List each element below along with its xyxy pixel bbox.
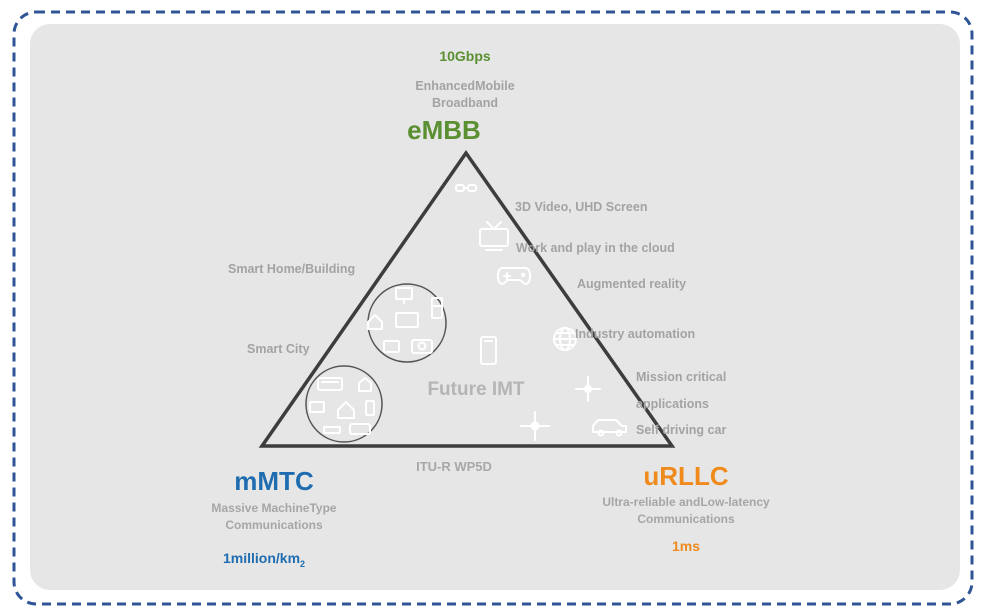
embb-rate: 10Gbps [439,48,491,64]
globe-icon [553,327,577,351]
tower-icon [365,400,375,416]
label-self-driving: Self driving car [636,423,727,437]
signal-icon [309,401,325,413]
mmtc-desc-line2: Communications [225,518,323,532]
car-icon [592,419,627,437]
urllc-title: uRLLC [643,461,729,491]
label-smart-home: Smart Home/Building [228,262,356,276]
label-industry-automation: Industry automation [575,327,696,341]
tv-small-icon [383,340,400,353]
vr-glasses-icon [455,184,477,192]
bus-icon [323,423,371,435]
embb-desc-line2: Broadband [432,96,498,110]
house-icon [367,314,383,330]
drone-icon-2 [520,411,550,441]
mmtc-title: mMTC [234,466,314,496]
mmtc-density-value: 1million/km [223,550,301,566]
monitor-icon [395,287,413,304]
capability-triangle [258,149,676,448]
itu-label: ITU-R WP5D [416,459,492,474]
smartphone-icon [480,336,497,365]
mmtc-desc-line1: Massive MachineType [211,501,337,515]
truck-icon [317,377,343,391]
camera-icon [411,339,433,354]
background-panel [30,24,960,590]
screen-icon [395,312,419,328]
fridge-icon [431,297,443,319]
tv-icon [479,221,509,251]
label-3d-video: 3D Video, UHD Screen [515,200,648,214]
embb-title: eMBB [407,115,481,145]
dashed-frame [12,10,974,606]
embb-desc-line1: EnhancedMobile [415,79,515,93]
mmtc-density-unit-sub: 2 [300,558,306,569]
gamepad-icon [497,267,531,285]
house-icon-2 [337,401,355,419]
future-imt-label: Future IMT [427,379,525,400]
label-augmented-reality: Augmented reality [577,277,687,291]
label-cloud: Work and play in the cloud [516,241,675,255]
urllc-desc-line1: Ultra-reliable andLow-latency [602,495,770,509]
label-mission-critical-2: applications [636,397,709,411]
urllc-latency: 1ms [671,538,701,554]
drone-icon [575,376,601,402]
label-mission-critical-1: Mission critical [636,370,727,384]
mmtc-density: 1million/km2 [223,550,305,572]
urllc-desc-line2: Communications [637,512,735,526]
label-smart-city: Smart City [247,342,310,356]
building-icon [358,377,372,392]
smart-city-circle [305,365,383,443]
